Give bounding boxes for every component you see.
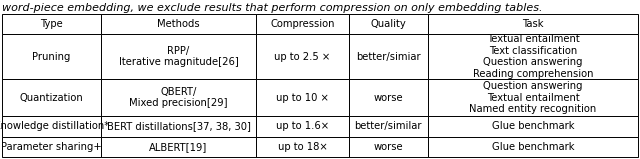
- Bar: [349, 34, 428, 79]
- Text: Parameter sharing+: Parameter sharing+: [1, 142, 102, 152]
- Bar: [2, 137, 100, 157]
- Text: worse: worse: [374, 93, 403, 103]
- Text: Quantization: Quantization: [19, 93, 83, 103]
- Bar: [100, 137, 257, 157]
- Bar: [257, 14, 349, 34]
- Bar: [349, 137, 428, 157]
- Text: Task: Task: [522, 19, 544, 29]
- Text: better/similar: better/similar: [355, 121, 422, 131]
- Text: BERT distillations[37, 38, 30]: BERT distillations[37, 38, 30]: [106, 121, 250, 131]
- Bar: [428, 34, 638, 79]
- Text: Knowledge distillation*: Knowledge distillation*: [0, 121, 109, 131]
- Text: Type: Type: [40, 19, 63, 29]
- Text: better/simiar: better/simiar: [356, 52, 420, 62]
- Text: Pruning: Pruning: [32, 52, 70, 62]
- Bar: [2, 79, 100, 116]
- Text: up to 18×: up to 18×: [278, 142, 328, 152]
- Text: up to 2.5 ×: up to 2.5 ×: [275, 52, 331, 62]
- Text: Glue benchmark: Glue benchmark: [492, 121, 574, 131]
- Bar: [428, 14, 638, 34]
- Text: Question answering
Textual entailment
Named entity recognition: Question answering Textual entailment Na…: [469, 81, 596, 114]
- Text: Quality: Quality: [371, 19, 406, 29]
- Bar: [349, 116, 428, 137]
- Bar: [349, 79, 428, 116]
- Text: Glue benchmark: Glue benchmark: [492, 142, 574, 152]
- Text: up to 1.6×: up to 1.6×: [276, 121, 329, 131]
- Bar: [257, 34, 349, 79]
- Bar: [349, 14, 428, 34]
- Bar: [428, 116, 638, 137]
- Text: worse: worse: [374, 142, 403, 152]
- Bar: [100, 34, 257, 79]
- Bar: [428, 137, 638, 157]
- Bar: [100, 116, 257, 137]
- Bar: [428, 79, 638, 116]
- Text: ALBERT[19]: ALBERT[19]: [149, 142, 207, 152]
- Bar: [100, 79, 257, 116]
- Bar: [2, 34, 100, 79]
- Text: word-piece embedding, we exclude results that perform compression on only embedd: word-piece embedding, we exclude results…: [2, 3, 543, 13]
- Text: Compression: Compression: [270, 19, 335, 29]
- Bar: [2, 116, 100, 137]
- Text: Methods: Methods: [157, 19, 200, 29]
- Bar: [257, 116, 349, 137]
- Text: up to 10 ×: up to 10 ×: [276, 93, 329, 103]
- Bar: [100, 14, 257, 34]
- Text: Textual entailment
Text classification
Question answering
Reading comprehension: Textual entailment Text classification Q…: [473, 34, 593, 79]
- Bar: [2, 14, 100, 34]
- Bar: [257, 79, 349, 116]
- Text: QBERT/
Mixed precision[29]: QBERT/ Mixed precision[29]: [129, 87, 228, 108]
- Bar: [257, 137, 349, 157]
- Text: RPP/
Iterative magnitude[26]: RPP/ Iterative magnitude[26]: [118, 46, 238, 67]
